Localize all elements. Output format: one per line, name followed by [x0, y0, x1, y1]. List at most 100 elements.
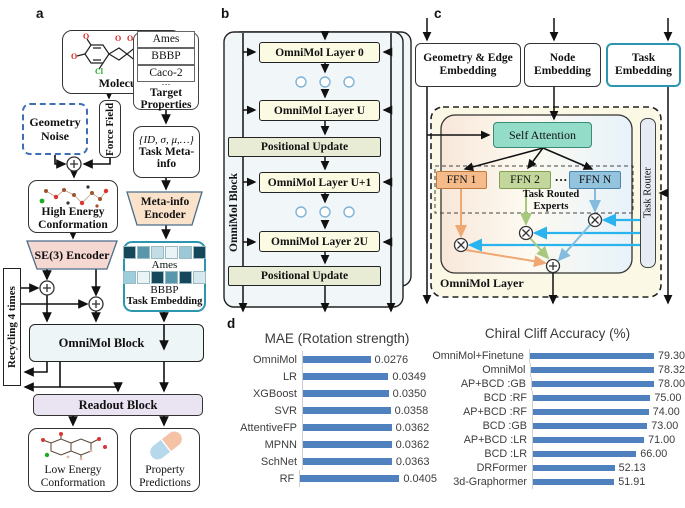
multiply-circle-ffnN: [587, 212, 603, 228]
low-energy-label: Low Energy Conformation: [40, 464, 106, 489]
sq: [151, 270, 164, 284]
bar-value: 0.0358: [394, 404, 429, 417]
bar-area: 0.0362: [302, 436, 437, 453]
sq: [123, 245, 136, 259]
sq: [179, 270, 192, 284]
positional-update-label-2: Positional Update: [260, 270, 349, 282]
bar-value: 78.32: [657, 364, 685, 376]
bar-area: 78.32: [530, 363, 685, 377]
high-energy-label: High Energy Conformation: [38, 206, 108, 231]
bar-value: 78.00: [657, 378, 685, 390]
bar: [531, 381, 654, 387]
bar-label: 3d-Graphormer: [453, 476, 527, 488]
bar: [533, 409, 649, 415]
mae-chart-rows: OmniMol 0.0276 LR 0.0349 XGBoost 0.0350 SVR 0.0…: [237, 351, 437, 487]
ames-label: Ames: [151, 258, 178, 271]
bar-row: OmniMol+Finetune 79.30: [430, 349, 685, 363]
bar-area: 0.0349: [302, 368, 437, 385]
bar: [533, 479, 615, 485]
bar-area: 0.0358: [302, 402, 437, 419]
sq: [193, 245, 206, 259]
bar-value: 0.0349: [392, 370, 427, 383]
ffn2-label: FFN 2: [510, 174, 540, 186]
multiply-circle-ffn1: [453, 237, 469, 253]
low-energy-structure: [41, 432, 107, 461]
recycling-label: Recycling 4 times: [6, 286, 18, 368]
bar: [533, 395, 651, 401]
bar-area: 73.00: [532, 419, 685, 433]
bar-value: 79.30: [657, 350, 685, 362]
task-embedding-box-c: Task Embedding: [606, 43, 681, 87]
readout-block-box: Readout Block: [33, 394, 203, 416]
pill-icon: [147, 428, 185, 463]
bar-value: 0.0362: [395, 421, 430, 434]
atom-o3: O: [115, 34, 121, 43]
bar-value: 75.00: [654, 392, 682, 404]
high-energy-structure: [39, 185, 109, 208]
task-meta-info-box: {ID, σ, μ,…} Task Meta-info: [133, 126, 200, 178]
omnimol-layer-2u-label: OmniMol Layer 2U: [271, 235, 368, 248]
target-properties-label: Target Properties: [140, 87, 192, 111]
bar-area: 51.91: [532, 475, 685, 489]
bbbp-embedding-squares: [123, 270, 206, 284]
target-row-bbbp: BBBP: [137, 48, 195, 65]
bar-label: DRFormer: [476, 462, 527, 474]
bar-value: 52.13: [618, 462, 646, 474]
bar-label: BCD :RF: [483, 392, 527, 404]
sq: [123, 270, 136, 284]
node-embedding-box: Node Embedding: [524, 43, 601, 87]
bar-value: 51.91: [618, 476, 646, 488]
plus-circle-2: [88, 296, 104, 312]
property-predictions-label: Property Predictions: [139, 464, 191, 489]
se3-encoder-label: SE(3) Encoder: [34, 247, 110, 262]
bar-area: 75.00: [532, 391, 685, 405]
task-meta-set: {ID, σ, μ,…}: [139, 133, 194, 146]
atom-o1: O: [83, 32, 89, 41]
bar-label: RF: [279, 472, 295, 485]
bar-row: SVR 0.0358: [237, 402, 437, 419]
force-field-label: Force Field: [104, 102, 116, 156]
bar-row: AP+BCD :GB 78.00: [430, 377, 685, 391]
bar-row: MPNN 0.0362: [237, 436, 437, 453]
bar: [303, 390, 389, 397]
bar-label: AP+BCD :RF: [463, 406, 527, 418]
bar-row: BCD :LR 66.00: [430, 447, 685, 461]
bar-row: AP+BCD :LR 71.00: [430, 433, 685, 447]
low-energy-conformation-box: Low Energy Conformation: [28, 428, 118, 492]
ames-embedding-squares: [123, 245, 206, 259]
bar: [533, 437, 645, 443]
bar: [533, 451, 637, 457]
omnimol-layer-2u-box: OmniMol Layer 2U: [259, 231, 380, 252]
omnimol-layer-u-box: OmniMol Layer U: [259, 100, 380, 121]
force-field-box: Force Field: [99, 100, 121, 158]
panel-d-label: d: [227, 316, 236, 331]
bar-area: 0.0350: [302, 385, 437, 402]
sq: [165, 245, 178, 259]
bar-value: 73.00: [651, 420, 679, 432]
bar-label: AP+BCD :GB: [460, 378, 526, 390]
geometry-edge-embedding-label: Geometry & Edge Embedding: [423, 52, 513, 77]
bar-area: 71.00: [532, 433, 685, 447]
sq: [137, 245, 150, 259]
bar-area: 78.00: [530, 377, 685, 391]
mae-chart: MAE (Rotation strength) OmniMol 0.0276 LR 0…: [237, 331, 437, 487]
bar: [303, 373, 389, 380]
chiral-chart: Chiral Cliff Accuracy (%) OmniMol+Finetu…: [430, 326, 685, 489]
task-routed-experts-label: Task Routed Experts: [522, 189, 580, 212]
bbbp-label: BBBP: [150, 283, 179, 296]
omnimol-layer-0-box: OmniMol Layer 0: [259, 42, 380, 63]
mae-chart-title: MAE (Rotation strength): [264, 331, 410, 346]
self-attention-label: Self Attention: [509, 127, 576, 142]
positional-update-box-1: Positional Update: [228, 137, 381, 157]
positional-update-label-1: Positional Update: [260, 141, 349, 153]
bar-area: 0.0276: [302, 351, 437, 368]
bar-area: 66.00: [532, 447, 685, 461]
sq: [193, 270, 206, 284]
bar-label: OmniMol+Finetune: [432, 350, 524, 362]
bar-label: BCD :GB: [482, 420, 527, 432]
bar-label: XGBoost: [252, 387, 297, 400]
bar-value: 0.0350: [392, 387, 427, 400]
omnimol-layer-label: OmniMol Layer: [440, 276, 524, 290]
omnimol-block-box-a: OmniMol Block: [29, 324, 204, 362]
